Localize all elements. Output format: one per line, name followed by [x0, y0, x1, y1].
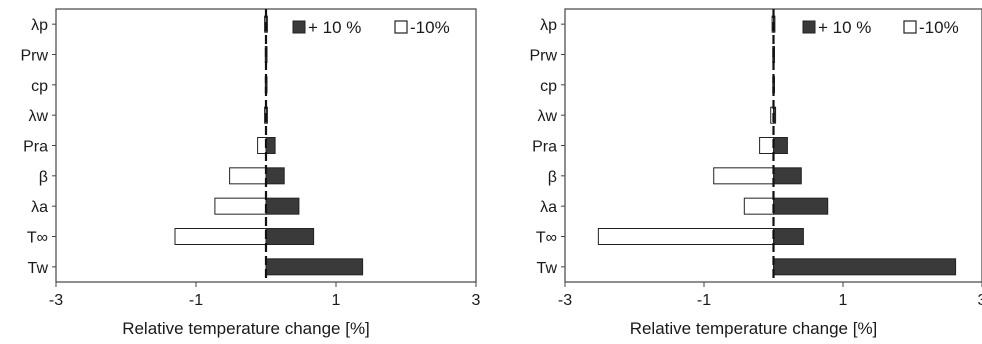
legend: + 10 % -10%: [802, 18, 959, 37]
category-label: λw: [537, 108, 557, 125]
bar-plus-7: [773, 228, 804, 245]
x-tick-label: -1: [697, 292, 711, 309]
x-tick-label: -3: [558, 292, 572, 309]
bar-minus-4: [759, 137, 774, 154]
category-label: Pra: [23, 139, 48, 156]
bar-plus-8: [265, 258, 364, 276]
category-label: Tw: [28, 260, 49, 277]
category-label: T∞: [27, 230, 48, 247]
category-label: Prw: [20, 48, 48, 65]
category-label: λp: [540, 17, 557, 34]
category-label: Pra: [532, 139, 557, 156]
category-label: cp: [31, 78, 48, 95]
bar-minus-6: [214, 197, 267, 215]
bar-minus-7: [174, 228, 267, 245]
category-label: T∞: [536, 230, 557, 247]
bar-minus-7: [597, 228, 774, 245]
legend-swatch-minus: [394, 20, 408, 34]
chart-panel-2: λp Prw cp λw Pra β λa T∞ Tw-3 -1 1 3 Relative temper…: [529, 8, 982, 338]
bar-plus-4: [265, 137, 276, 154]
legend-label-minus: -10%: [410, 18, 450, 37]
chart-panel-1: λp Prw cp λw Pra β λa T∞ Tw-3 -1 1 3 Relative temper…: [20, 8, 481, 338]
x-tick-label: 3: [472, 292, 481, 309]
legend-label-plus: + 10 %: [818, 18, 871, 37]
x-axis-label: Relative temperature change [%]: [122, 319, 370, 338]
category-label: cp: [540, 78, 557, 95]
x-tick-label: 1: [839, 292, 848, 309]
bar-plus-5: [265, 167, 285, 185]
bar-minus-5: [713, 167, 774, 185]
category-label: Tw: [537, 260, 558, 277]
category-label: λw: [28, 108, 48, 125]
category-label: λp: [31, 17, 48, 34]
category-label: λa: [31, 199, 48, 216]
x-tick-label: -1: [189, 292, 203, 309]
legend-swatch-minus: [903, 20, 917, 34]
x-tick-label: -3: [49, 292, 63, 309]
x-tick-label: 1: [332, 292, 341, 309]
bar-minus-4: [257, 137, 267, 154]
bar-plus-6: [773, 197, 829, 215]
bar-minus-6: [743, 197, 774, 215]
category-label: Prw: [529, 48, 557, 65]
category-label: β: [548, 169, 557, 186]
bar-plus-5: [773, 167, 802, 185]
legend-label-minus: -10%: [919, 18, 959, 37]
bar-plus-8: [773, 258, 957, 276]
bar-minus-5: [229, 167, 267, 185]
bar-plus-7: [265, 228, 315, 245]
category-label: λa: [540, 199, 557, 216]
bar-plus-4: [773, 137, 788, 154]
legend: + 10 % -10%: [292, 18, 450, 37]
x-tick-label: 3: [978, 292, 982, 309]
category-label: β: [39, 169, 48, 186]
x-axis-label: Relative temperature change [%]: [630, 319, 878, 338]
legend-label-plus: + 10 %: [308, 18, 361, 37]
legend-swatch-plus: [802, 20, 816, 34]
legend-swatch-plus: [292, 20, 306, 34]
bar-plus-6: [265, 197, 300, 215]
